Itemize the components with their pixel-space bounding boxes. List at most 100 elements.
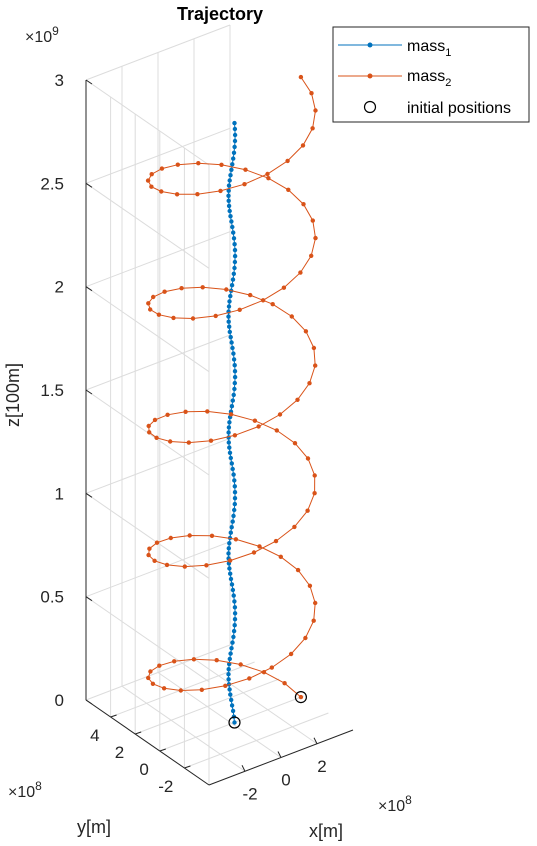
grid-line-wall-x-z: [85, 286, 210, 373]
series-point-mass1: [227, 299, 232, 304]
grid-line-floor-x: [193, 658, 318, 745]
legend-mass2-subscript: 2: [445, 77, 451, 89]
series-point-mass1: [226, 430, 231, 435]
series-point-mass1: [226, 672, 231, 677]
series-point-mass2: [300, 143, 306, 148]
z-tick-mark: [85, 182, 93, 188]
series-point-mass2: [252, 418, 258, 423]
series-point-mass2: [168, 439, 173, 444]
series-point-mass1: [230, 708, 236, 714]
series-point-mass2: [286, 187, 291, 192]
z-tick-label: 0: [55, 691, 64, 710]
series-point-mass2: [292, 524, 297, 530]
series-line-mass2: [147, 76, 317, 698]
series-point-mass2: [305, 508, 310, 513]
legend-mass2-marker: [367, 73, 373, 79]
series-point-mass1: [229, 697, 234, 703]
series-point-mass2: [233, 537, 239, 542]
legend-box: [332, 26, 530, 123]
series-point-mass2: [161, 686, 167, 691]
series-point-mass1: [232, 496, 238, 501]
series-point-mass2: [288, 651, 294, 657]
series-point-mass1: [231, 472, 236, 477]
series-point-mass2: [172, 659, 177, 664]
legend-mass2-name: mass: [407, 68, 445, 85]
series-point-mass2: [303, 635, 308, 641]
y-tick-label: 2: [115, 743, 124, 762]
series-point-mass1: [228, 651, 233, 656]
z-tick-mark: [85, 492, 93, 498]
series-point-mass1: [226, 677, 231, 682]
series-point-mass1: [228, 173, 233, 178]
x-tick-label: -2: [242, 784, 257, 803]
series-point-mass1: [232, 720, 237, 725]
series-point-mass1: [227, 450, 233, 455]
series-point-mass1: [231, 628, 237, 634]
series-point-mass2: [186, 440, 191, 445]
series-point-mass2: [295, 567, 301, 573]
grid-line-wall-x-z: [85, 79, 210, 166]
series-point-mass2: [205, 409, 210, 414]
x-exponent-power: 8: [405, 793, 412, 807]
series-point-mass1: [232, 363, 237, 368]
series-point-mass1: [232, 144, 237, 150]
series-point-mass1: [232, 120, 237, 126]
z-axis-label: z[100m]: [3, 363, 23, 427]
series-point-mass2: [247, 676, 252, 681]
legend-mass1-subscript: 1: [445, 47, 451, 59]
series-point-mass2: [157, 663, 162, 668]
series-point-mass2: [311, 618, 316, 623]
grid-line-wall-y-z: [85, 24, 231, 81]
y-exponent-power: 8: [35, 779, 42, 793]
series-point-mass1: [229, 167, 234, 172]
series-point-mass1: [229, 404, 235, 409]
series-point-mass2: [313, 108, 318, 113]
series-point-mass1: [226, 440, 231, 445]
series-point-mass2: [159, 166, 165, 171]
z-tick-label: 0.5: [40, 588, 64, 607]
series-point-mass2: [242, 182, 247, 187]
series-point-mass2: [224, 287, 229, 292]
series-point-mass1: [231, 150, 237, 155]
series-point-mass2: [277, 412, 283, 417]
series-point-mass1: [232, 599, 237, 604]
series-point-mass2: [256, 424, 261, 429]
z-tick-mark: [85, 596, 93, 602]
series-point-mass2: [171, 315, 176, 321]
y-tick-mark: [110, 714, 117, 718]
series-point-mass1: [227, 656, 232, 662]
series-point-mass1: [232, 386, 237, 392]
series-point-mass2: [303, 329, 309, 334]
series-point-mass2: [187, 533, 192, 538]
series-point-mass1: [226, 203, 232, 209]
series-point-mass1: [229, 461, 234, 466]
axes: [85, 79, 354, 786]
series-point-mass2: [270, 302, 275, 307]
series-point-mass2: [307, 381, 312, 386]
series-point-mass2: [238, 662, 243, 667]
z-tick-mark: [85, 389, 93, 395]
series-1: [226, 120, 238, 725]
series-point-mass1: [226, 667, 231, 672]
series-point-mass2: [310, 126, 315, 131]
series-point-mass2: [232, 433, 238, 438]
series-point-mass1: [226, 425, 232, 430]
series-point-mass2: [152, 558, 157, 563]
series-point-mass1: [231, 593, 236, 598]
series-point-mass2: [274, 428, 279, 433]
series-point-mass1: [226, 188, 231, 193]
series-point-mass2: [168, 535, 173, 541]
series-point-mass1: [226, 546, 231, 551]
series-point-mass2: [147, 430, 152, 435]
series-point-mass1: [230, 224, 235, 230]
z-tick-label: 2.5: [40, 174, 64, 193]
grid-line-wall-y-z: [85, 644, 231, 701]
grid-line-floor-y: [159, 695, 304, 752]
grid-line-floor-y: [135, 678, 280, 735]
legend-mass1-marker: [367, 42, 373, 48]
series-point-mass2: [309, 91, 314, 96]
series-point-mass2: [162, 289, 167, 294]
z-tick-mark: [85, 79, 93, 85]
legend-mass1-name: mass: [407, 38, 445, 55]
series-point-mass2: [295, 397, 300, 402]
